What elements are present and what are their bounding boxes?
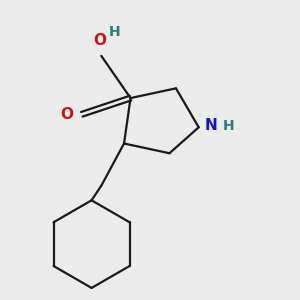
- Text: H: H: [109, 25, 121, 39]
- Text: O: O: [60, 107, 73, 122]
- Text: N: N: [205, 118, 217, 133]
- Text: O: O: [93, 33, 106, 48]
- Text: H: H: [223, 119, 235, 133]
